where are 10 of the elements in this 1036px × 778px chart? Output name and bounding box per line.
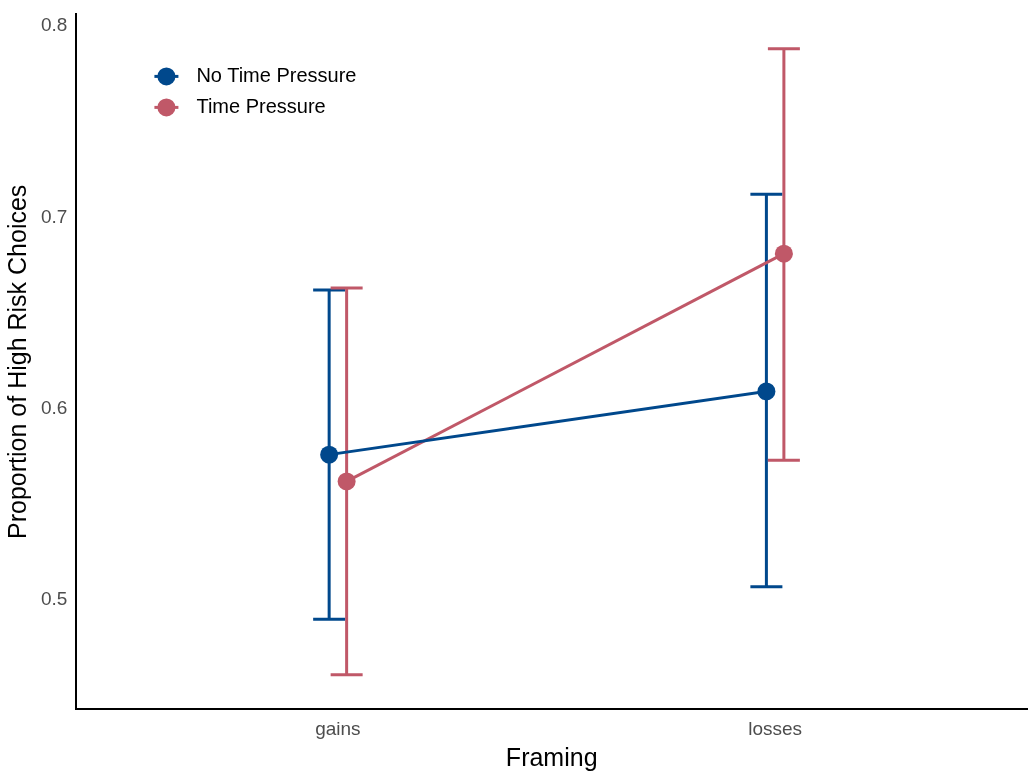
y-tick-label: 0.6 xyxy=(40,396,68,418)
legend-label: Time Pressure xyxy=(196,94,326,117)
y-axis-title: Proportion of High Risk Choices xyxy=(2,184,31,539)
legend-label: No Time Pressure xyxy=(196,63,357,86)
x-tick-label: losses xyxy=(748,717,803,739)
y-tick-label: 0.8 xyxy=(40,14,68,36)
x-tick-label: gains xyxy=(315,717,361,739)
x-axis-title: Framing xyxy=(505,742,598,771)
y-tick-label: 0.5 xyxy=(40,588,68,610)
y-tick-label: 0.7 xyxy=(40,205,68,227)
